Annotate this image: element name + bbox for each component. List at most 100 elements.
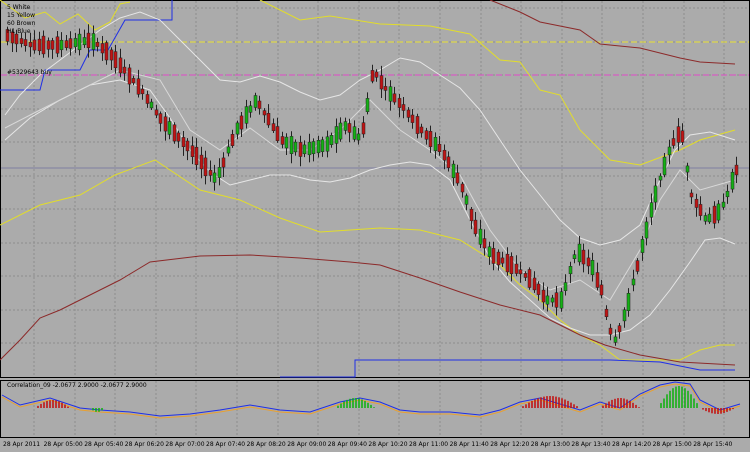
candle-body — [649, 202, 654, 218]
candle-body — [455, 172, 460, 184]
candle-body — [496, 251, 501, 266]
candle-body — [406, 109, 411, 118]
candle-body — [604, 308, 609, 317]
candle-body — [415, 116, 420, 134]
candle-body — [145, 94, 150, 104]
candle-body — [599, 284, 604, 296]
candle-body — [563, 282, 568, 291]
candle-body — [622, 309, 627, 322]
candle-body — [199, 154, 204, 170]
candle-body — [41, 35, 46, 55]
candle-body — [482, 238, 487, 249]
candle-body — [118, 57, 123, 74]
candle-body — [221, 157, 226, 168]
candle-body — [626, 293, 631, 311]
candle-body — [176, 132, 181, 142]
candle-body — [28, 41, 33, 48]
candle-body — [154, 109, 159, 116]
candle-body — [55, 36, 60, 54]
candle-body — [338, 122, 343, 140]
candle-body — [298, 142, 303, 157]
candle-body — [725, 190, 730, 198]
time-axis-label: 28 Apr 14:20 — [612, 441, 652, 448]
candle-body — [73, 38, 78, 48]
candle-body — [518, 269, 523, 275]
candle-body — [131, 78, 136, 84]
candle-body — [689, 192, 694, 198]
candle-body — [365, 98, 370, 112]
time-axis-label: 28 Apr 05:00 — [43, 441, 83, 448]
candle-body — [172, 124, 177, 142]
candle-body — [127, 67, 132, 85]
time-axis-label: 28 Apr 11:00 — [409, 441, 449, 448]
candle-body — [275, 126, 280, 141]
band-line-yellow-upper — [259, 0, 736, 166]
candle-body — [532, 277, 537, 291]
candle-body — [271, 123, 276, 131]
candle-body — [325, 136, 330, 152]
candle-body — [631, 278, 636, 286]
candle-body — [10, 31, 15, 44]
candle-body — [590, 260, 595, 276]
candle-body — [311, 141, 316, 154]
candle-body — [514, 263, 519, 274]
candle-body — [676, 126, 681, 143]
candle-body — [293, 141, 298, 153]
candle-body — [397, 98, 402, 108]
time-axis-label: 28 Apr 13:40 — [571, 441, 611, 448]
band-line-blue-upper — [0, 0, 173, 91]
candle-body — [343, 121, 348, 131]
band-line-brown-lower — [0, 254, 736, 366]
candle-body — [577, 243, 582, 263]
candle-body — [361, 122, 366, 135]
candle-body — [473, 219, 478, 235]
time-axis-label: 28 Apr 08:20 — [246, 441, 286, 448]
candle-body — [581, 249, 586, 265]
time-axis-label: 28 Apr 06:20 — [124, 441, 164, 448]
indicator-panel-frame — [0, 380, 750, 438]
candle-body — [347, 123, 352, 133]
candle-body — [167, 121, 172, 135]
candle-body — [284, 136, 289, 149]
candle-body — [527, 269, 532, 288]
candle-body — [190, 145, 195, 157]
candle-body — [46, 40, 51, 50]
candle-body — [239, 115, 244, 130]
time-axis-label: 28 Apr 07:40 — [206, 441, 246, 448]
candle-body — [77, 33, 82, 51]
candle-body — [460, 183, 465, 193]
candle-body — [707, 213, 712, 223]
candle-body — [734, 164, 739, 176]
candle-body — [401, 104, 406, 111]
candle-body — [424, 130, 429, 140]
time-axis-label: 28 Apr 09:40 — [327, 441, 367, 448]
candle-body — [235, 122, 240, 135]
candle-body — [181, 137, 186, 147]
candle-body — [370, 70, 375, 82]
band-line-blue-lower — [280, 359, 735, 378]
time-axis-label: 28 Apr 15:40 — [693, 441, 733, 448]
candle-body — [428, 131, 433, 147]
legend-item: 15 Yellow — [7, 12, 36, 19]
candle-body — [23, 39, 28, 46]
candle-body — [680, 130, 685, 143]
candle-body — [500, 257, 505, 264]
candle-body — [280, 136, 285, 145]
candle-body — [586, 257, 591, 267]
band-line-brown-upper — [489, 0, 736, 65]
candle-body — [158, 113, 163, 124]
candle-body — [437, 143, 442, 152]
indicator-line-blue — [1, 381, 741, 417]
candle-body — [59, 39, 64, 51]
candle-body — [140, 88, 145, 95]
time-axis-label: 28 Apr 10:20 — [368, 441, 408, 448]
candle-body — [478, 228, 483, 245]
candle-body — [104, 42, 109, 61]
candle-body — [419, 126, 424, 134]
candle-body — [545, 295, 550, 305]
band-line-yellow-lower — [0, 159, 735, 361]
time-axis-label: 28 Apr 12:20 — [490, 441, 530, 448]
candle-body — [658, 175, 663, 181]
